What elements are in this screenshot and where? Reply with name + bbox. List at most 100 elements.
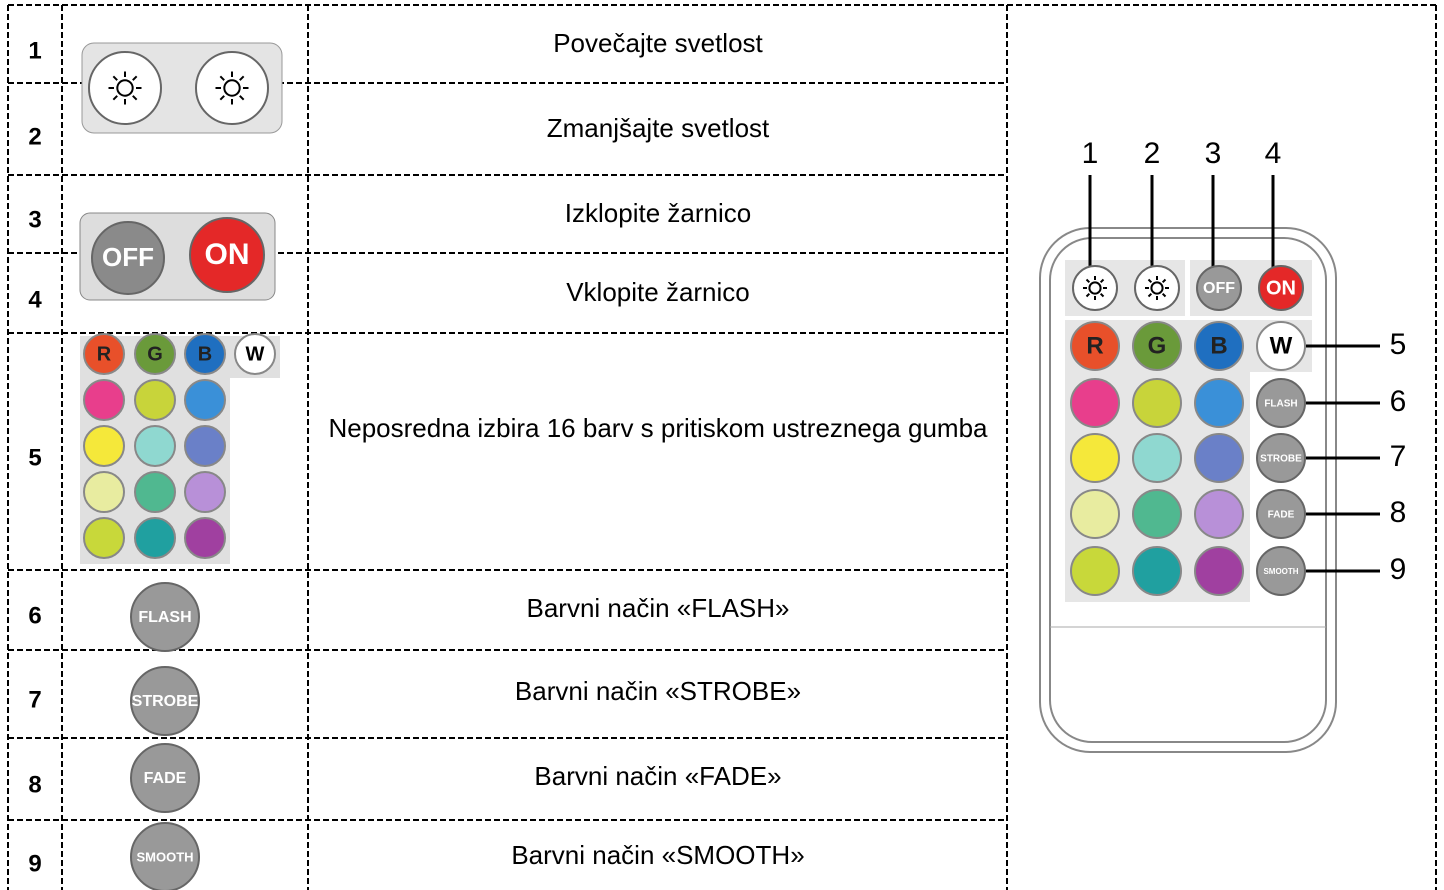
button-label: FADE: [1268, 510, 1295, 521]
button: [184, 471, 226, 513]
callout: 9: [1390, 553, 1407, 586]
row-text: Barvni način «FLASH»: [526, 593, 789, 623]
row-number: 4: [28, 286, 42, 313]
button-label: W: [246, 343, 265, 365]
button-label: G: [147, 343, 163, 365]
button: [130, 822, 200, 890]
button-label: SMOOTH: [136, 849, 193, 864]
callout: 2: [1144, 137, 1161, 170]
button: [1132, 321, 1182, 371]
button: [1256, 433, 1306, 483]
button: [1194, 433, 1244, 483]
button: [83, 517, 125, 559]
button: [1070, 489, 1120, 539]
row-text: Barvni način «SMOOTH»: [511, 840, 804, 870]
sun-icon: [1150, 281, 1164, 295]
row-text: Povečajte svetlost: [553, 28, 763, 58]
sun-ray: [219, 95, 225, 101]
button-label: FLASH: [1264, 399, 1297, 410]
sun-ray: [112, 95, 118, 101]
sun-ray: [1085, 278, 1091, 284]
button: [1196, 265, 1242, 311]
button: [83, 471, 125, 513]
button: [130, 743, 200, 813]
button-label: W: [1270, 332, 1293, 359]
row-number: 8: [28, 771, 41, 798]
sun-ray: [1161, 292, 1167, 298]
button: [184, 517, 226, 559]
sun-ray: [1161, 278, 1167, 284]
button: [1070, 321, 1120, 371]
callout: 1: [1082, 137, 1099, 170]
button: [1194, 378, 1244, 428]
callout: 5: [1390, 328, 1407, 361]
button: [1256, 489, 1306, 539]
button-label: OFF: [102, 242, 154, 272]
sun-ray: [132, 95, 138, 101]
row-text: Vklopite žarnico: [566, 277, 750, 307]
sun-ray: [1099, 278, 1105, 284]
sun-ray: [1147, 292, 1153, 298]
sun-ray: [239, 95, 245, 101]
button: [134, 517, 176, 559]
row-number: 9: [28, 850, 41, 877]
button: [1258, 265, 1304, 311]
button-label: R: [1086, 332, 1103, 359]
button: [83, 379, 125, 421]
row-number: 5: [28, 444, 41, 471]
button: [134, 425, 176, 467]
button: [130, 582, 200, 652]
button: [1070, 378, 1120, 428]
button: [1070, 546, 1120, 596]
sun-ray: [1147, 278, 1153, 284]
button-label: FADE: [144, 770, 187, 787]
row-text: Barvni način «STROBE»: [515, 676, 801, 706]
row-number: 2: [28, 123, 41, 150]
button-label: STROBE: [1260, 454, 1302, 465]
sun-ray: [132, 75, 138, 81]
button-label: ON: [1266, 277, 1296, 299]
button: [1194, 489, 1244, 539]
callout: 4: [1265, 137, 1282, 170]
button: [1132, 489, 1182, 539]
button: [184, 333, 226, 375]
row-text: Izklopite žarnico: [565, 198, 751, 228]
button-label: B: [198, 343, 212, 365]
remote-inner: [1049, 237, 1327, 743]
button: [1256, 546, 1306, 596]
button: [91, 221, 165, 295]
button: [1194, 546, 1244, 596]
button: [1256, 378, 1306, 428]
button-label: OFF: [1203, 280, 1235, 297]
button: [83, 333, 125, 375]
sun-ray: [112, 75, 118, 81]
button: [184, 425, 226, 467]
button: [130, 666, 200, 736]
sun-icon: [1088, 281, 1102, 295]
button: [1256, 321, 1306, 371]
sun-ray: [219, 75, 225, 81]
button-label: G: [1148, 332, 1167, 359]
button-label: STROBE: [132, 693, 199, 710]
button: [134, 379, 176, 421]
button: [195, 51, 269, 125]
button: [1132, 378, 1182, 428]
row-text: Zmanjšajte svetlost: [547, 113, 770, 143]
button-label: ON: [205, 238, 250, 271]
button: [1072, 265, 1118, 311]
sun-ray: [1085, 292, 1091, 298]
button: [134, 333, 176, 375]
button: [134, 471, 176, 513]
button-label: FLASH: [138, 609, 191, 626]
button: [1134, 265, 1180, 311]
row-number: 6: [28, 602, 41, 629]
button: [189, 217, 265, 293]
button: [1132, 433, 1182, 483]
button: [1194, 321, 1244, 371]
row-number: 7: [28, 686, 41, 713]
button: [184, 379, 226, 421]
callout: 6: [1390, 385, 1407, 418]
callout: 8: [1390, 496, 1407, 529]
button-label: SMOOTH: [1263, 567, 1298, 576]
